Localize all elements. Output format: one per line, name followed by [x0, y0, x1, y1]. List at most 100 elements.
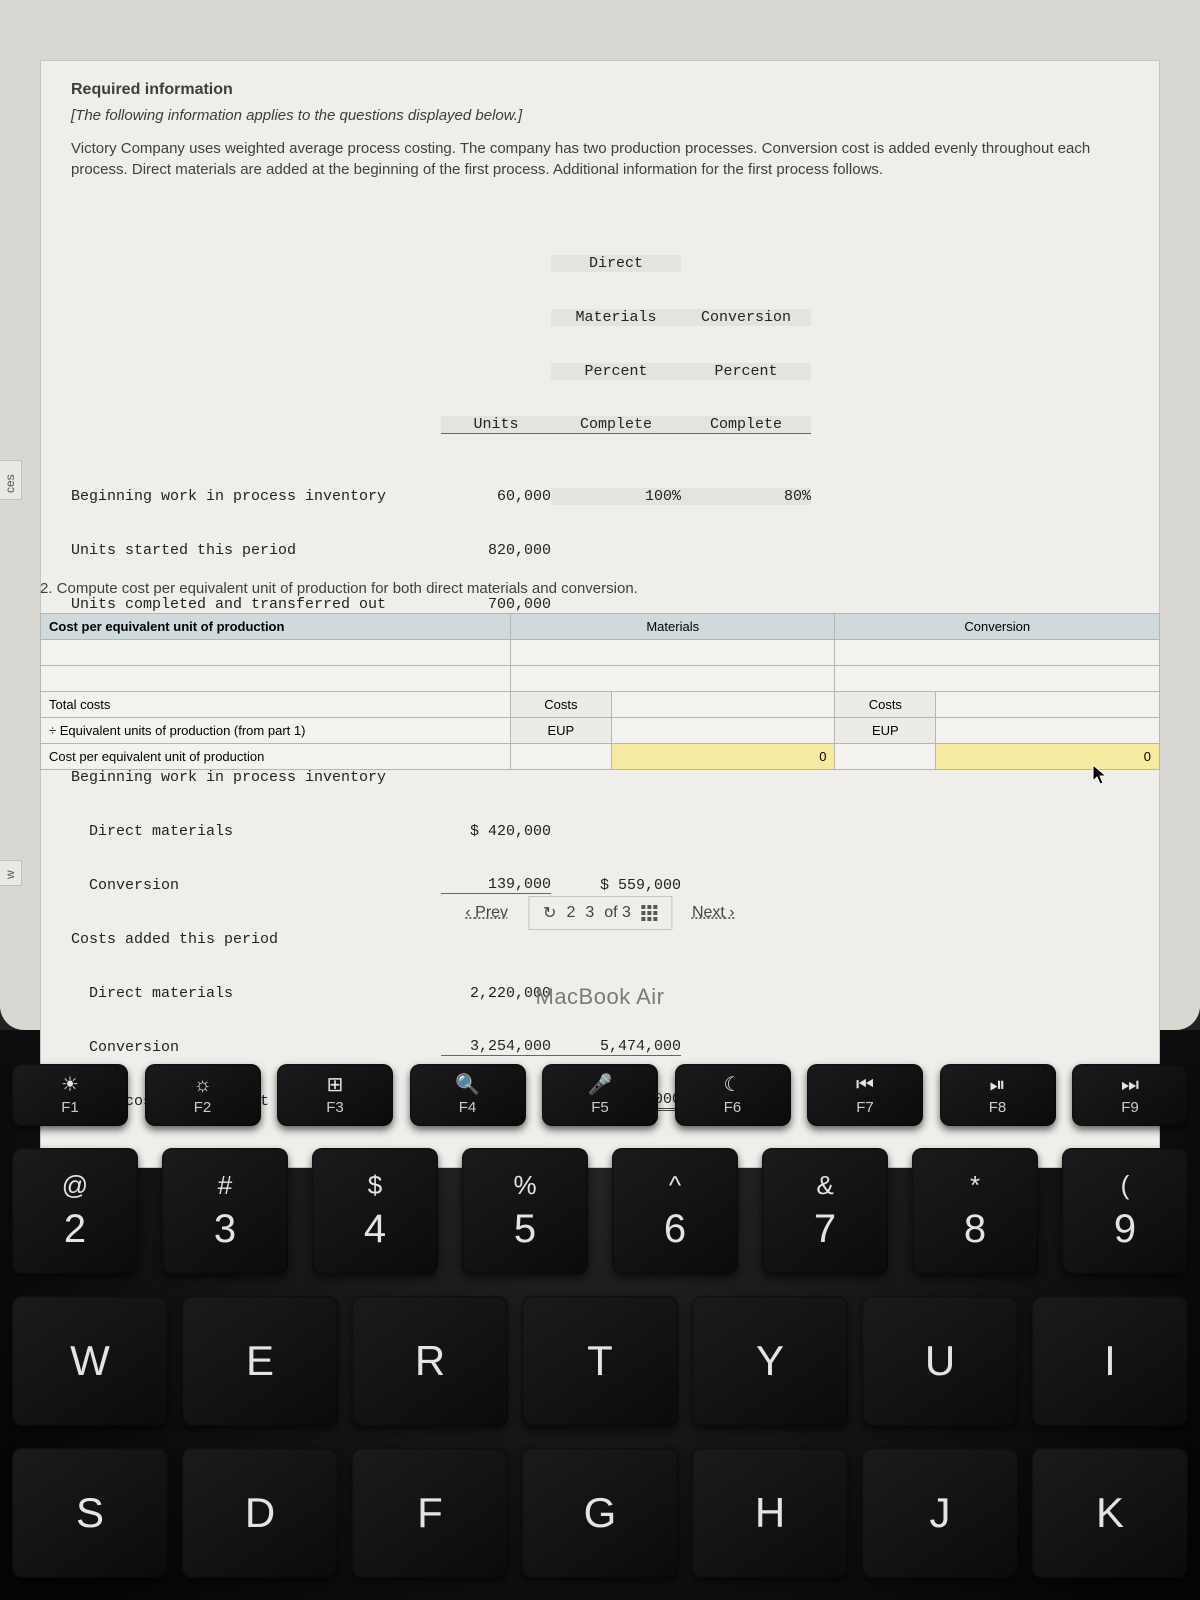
- key-shift-char: ^: [669, 1170, 681, 1201]
- loop-icon: ↻: [543, 903, 556, 923]
- fn-icon: ☼: [193, 1075, 211, 1095]
- eup-blank-row[interactable]: [41, 666, 511, 692]
- eup-cell[interactable]: [835, 744, 936, 770]
- key-f5[interactable]: 🎤F5: [542, 1064, 658, 1126]
- key-f8[interactable]: ⏯ F8: [940, 1064, 1056, 1126]
- key-main-char: 7: [814, 1207, 836, 1252]
- key-d[interactable]: D: [182, 1448, 338, 1578]
- prev-button[interactable]: ‹ Prev: [465, 904, 508, 922]
- key-w[interactable]: W: [12, 1296, 168, 1426]
- eup-cell[interactable]: [510, 640, 834, 666]
- eup-group-materials: Materials: [510, 614, 834, 640]
- laptop-screen: ces w Required information [The followin…: [0, 0, 1200, 1030]
- key-i[interactable]: I: [1032, 1296, 1188, 1426]
- key-y[interactable]: Y: [692, 1296, 848, 1426]
- fn-icon: ☀︎: [61, 1075, 79, 1095]
- key-s[interactable]: S: [12, 1448, 168, 1578]
- key-h[interactable]: H: [692, 1448, 848, 1578]
- problem-intro: Victory Company uses weighted average pr…: [71, 138, 1129, 180]
- row-added-conv: Conversion: [71, 1039, 441, 1056]
- key-6[interactable]: ^6: [612, 1148, 738, 1274]
- key-5[interactable]: %5: [462, 1148, 588, 1274]
- eup-title: Cost per equivalent unit of production: [41, 614, 511, 640]
- hdr-direct: Direct: [551, 255, 681, 272]
- question-scope-note: [The following information applies to th…: [71, 107, 1129, 124]
- key-main-char: 6: [664, 1207, 686, 1252]
- eup-input-cell[interactable]: [611, 718, 835, 744]
- cell: $ 559,000: [551, 877, 681, 894]
- fn-icon: ⏮: [856, 1075, 874, 1095]
- device-label: MacBook Air: [536, 984, 665, 1010]
- hdr-pct-dm: Percent: [551, 363, 681, 380]
- eup-input-cell[interactable]: [936, 718, 1160, 744]
- key-j[interactable]: J: [862, 1448, 1018, 1578]
- next-label: Next: [692, 904, 725, 921]
- key-f6[interactable]: ☾F6: [675, 1064, 791, 1126]
- cell: 2,220,000: [441, 985, 551, 1002]
- key-f1[interactable]: ☀︎ F1: [12, 1064, 128, 1126]
- key-main-char: 5: [514, 1207, 536, 1252]
- key-f[interactable]: F: [352, 1448, 508, 1578]
- key-main-char: 4: [364, 1207, 386, 1252]
- fn-icon: ⏭: [1121, 1075, 1139, 1095]
- pager-next-num: 3: [585, 904, 594, 922]
- key-2[interactable]: @2: [12, 1148, 138, 1274]
- letter-row-1: WERTYUI: [12, 1296, 1188, 1426]
- key-f4[interactable]: 🔍F4: [410, 1064, 526, 1126]
- eup-lbl-eup: EUP: [510, 718, 611, 744]
- question-pager: ‹ Prev ↻ 2 3 of 3 Next ›: [465, 896, 734, 930]
- key-f2[interactable]: ☼F2: [145, 1064, 261, 1126]
- eup-cell[interactable]: [835, 640, 1160, 666]
- key-shift-char: (: [1121, 1170, 1130, 1201]
- fn-label: F5: [591, 1099, 609, 1116]
- left-tab-a[interactable]: ces: [0, 460, 22, 500]
- question-2-text: 2. Compute cost per equivalent unit of p…: [40, 580, 1160, 597]
- key-k[interactable]: K: [1032, 1448, 1188, 1578]
- key-u[interactable]: U: [862, 1296, 1018, 1426]
- fn-label: F7: [856, 1099, 874, 1116]
- key-t[interactable]: T: [522, 1296, 678, 1426]
- cell: 3,254,000: [441, 1038, 551, 1056]
- key-7[interactable]: &7: [762, 1148, 888, 1274]
- fn-label: F8: [989, 1099, 1007, 1116]
- key-f7[interactable]: ⏮ F7: [807, 1064, 923, 1126]
- row-bwip: Beginning work in process inventory: [71, 488, 441, 505]
- eup-result-materials[interactable]: 0: [611, 744, 835, 770]
- row-added-dm: Direct materials: [71, 985, 441, 1002]
- next-button[interactable]: Next ›: [692, 904, 735, 922]
- key-g[interactable]: G: [522, 1448, 678, 1578]
- grid-icon[interactable]: [641, 905, 657, 921]
- key-f3[interactable]: ⊞F3: [277, 1064, 393, 1126]
- eup-lbl-costs: Costs: [835, 692, 936, 718]
- key-e[interactable]: E: [182, 1296, 338, 1426]
- eup-group-conversion: Conversion: [835, 614, 1160, 640]
- key-8[interactable]: *8: [912, 1148, 1038, 1274]
- eup-input-cell[interactable]: [611, 692, 835, 718]
- required-info-heading: Required information: [71, 81, 1129, 99]
- hdr-complete-conv: Complete: [681, 416, 811, 434]
- key-shift-char: $: [368, 1170, 382, 1201]
- eup-input-cell[interactable]: [936, 692, 1160, 718]
- left-tab-b[interactable]: w: [0, 860, 22, 886]
- fn-icon: ⏯: [990, 1075, 1006, 1095]
- fn-label: F1: [61, 1099, 79, 1116]
- keyboard: ☀︎F1☼F2⊞F3🔍F4🎤F5☾F6⏮F7⏯F8⏭F9 @2#3$4%5^6&…: [0, 1030, 1200, 1600]
- key-r[interactable]: R: [352, 1296, 508, 1426]
- key-9[interactable]: (9: [1062, 1148, 1188, 1274]
- eup-row-cpu: Cost per equivalent unit of production: [41, 744, 511, 770]
- key-3[interactable]: #3: [162, 1148, 288, 1274]
- fn-label: F3: [326, 1099, 344, 1116]
- eup-cell[interactable]: [510, 666, 834, 692]
- eup-blank-row[interactable]: [41, 640, 511, 666]
- cell: 60,000: [441, 488, 551, 505]
- key-f9[interactable]: ⏭F9: [1072, 1064, 1188, 1126]
- eup-lbl-costs: Costs: [510, 692, 611, 718]
- pager-status[interactable]: ↻ 2 3 of 3: [528, 896, 672, 930]
- key-main-char: 8: [964, 1207, 986, 1252]
- eup-cell[interactable]: [835, 666, 1160, 692]
- key-4[interactable]: $4: [312, 1148, 438, 1274]
- eup-row-eup: ÷ Equivalent units of production (from p…: [41, 718, 511, 744]
- eup-result-conversion[interactable]: 0: [936, 744, 1160, 770]
- eup-cell[interactable]: [510, 744, 611, 770]
- eup-cost-table[interactable]: Cost per equivalent unit of production M…: [40, 613, 1160, 770]
